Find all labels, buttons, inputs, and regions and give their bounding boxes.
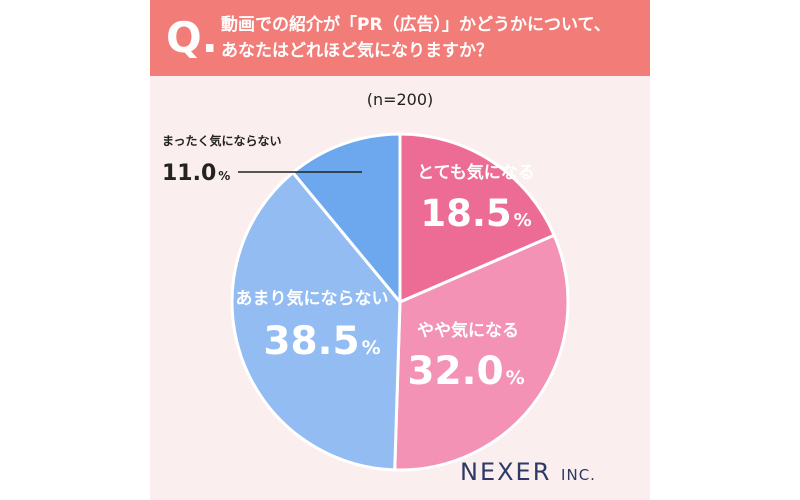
question-header: Q. 動画での紹介が「PR（広告）」かどうかについて、 あなたはどれほど気になり… <box>150 0 650 76</box>
value-not-very-concerned: 38.5% <box>263 319 380 364</box>
question-line-1: 動画での紹介が「PR（広告）」かどうかについて、 <box>221 15 611 35</box>
pie-chart: とても気になる 18.5 % やや気になる 32.0 % あまり気にならない 38.5 % まった… <box>162 132 570 472</box>
brand-name: NEXER <box>460 458 552 486</box>
infographic-card: Q. 動画での紹介が「PR（広告）」かどうかについて、 あなたはどれほど気になり… <box>150 0 650 500</box>
slice-not-very-concerned <box>230 171 402 472</box>
slice-somewhat-concerned <box>393 233 570 472</box>
label-not-at-all-concerned: まったく気にならない <box>162 133 282 148</box>
question-text: 動画での紹介が「PR（広告）」かどうかについて、 あなたはどれほど気になりますか… <box>221 12 641 64</box>
label-not-very-concerned: あまり気にならない <box>236 288 389 309</box>
value-somewhat-concerned: 32.0% <box>407 349 524 394</box>
pie-labels: とても気になる 18.5 % やや気になる 32.0 % あまり気にならない 38.5 % まった… <box>162 133 535 394</box>
brand-suffix: INC. <box>561 466 596 484</box>
sample-size: (n=200) <box>366 90 434 109</box>
slice-very-concerned <box>398 132 556 304</box>
question-line-2: あなたはどれほど気になりますか？ <box>221 41 493 61</box>
pie-slices <box>230 132 570 472</box>
label-very-concerned: とても気になる <box>417 162 535 183</box>
value-not-at-all-concerned: 11.0% <box>162 161 230 186</box>
slice-not-at-all-concerned <box>291 132 402 304</box>
value-very-concerned: 18.5% <box>420 192 531 235</box>
brand-logo: NEXER INC. <box>460 458 596 486</box>
label-somewhat-concerned: やや気になる <box>417 320 519 341</box>
q-letter: Q. <box>166 13 218 62</box>
